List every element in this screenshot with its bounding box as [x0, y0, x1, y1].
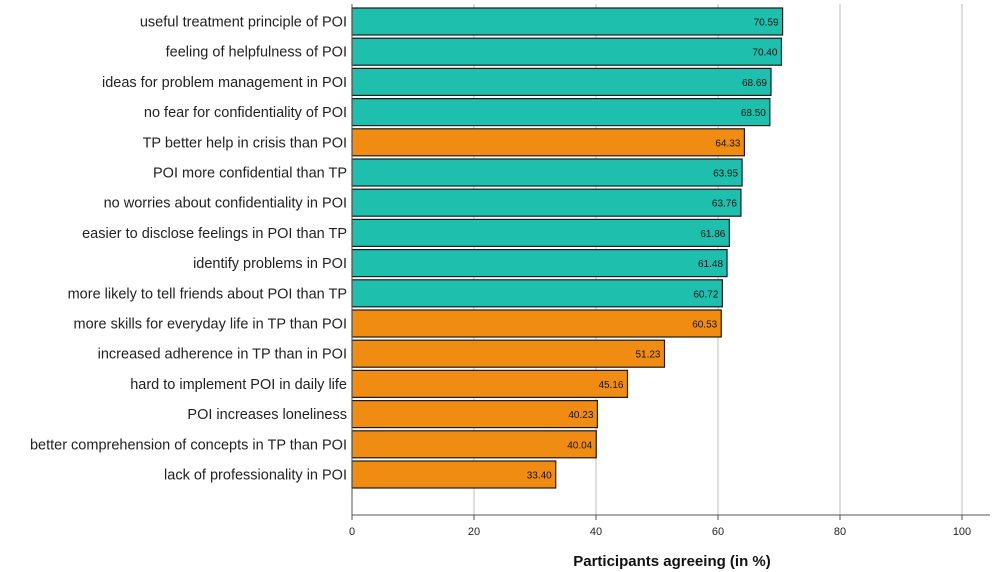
x-axis-title: Participants agreeing (in %): [573, 553, 771, 570]
bar: [351, 400, 599, 429]
bar: [351, 279, 723, 308]
value-label: 60.53: [692, 320, 717, 331]
value-label: 61.86: [700, 229, 725, 240]
value-label: 70.59: [754, 18, 779, 29]
category-label: identify problems in POI: [193, 256, 347, 272]
value-labels: 70.59 70.40 68.69 68.50 64.33 63.95 63.76 61.86…: [527, 18, 779, 482]
category-label: more skills for everyday life in TP than…: [74, 317, 347, 333]
value-label: 70.40: [752, 48, 777, 59]
bar: [351, 128, 746, 157]
bar: [351, 97, 771, 127]
value-label: 68.50: [741, 108, 766, 119]
value-label: 61.48: [698, 259, 723, 270]
bar: [351, 37, 783, 66]
x-tick-label: 100: [953, 526, 971, 538]
x-tick-label: 80: [834, 526, 846, 538]
value-label: 60.72: [693, 289, 718, 300]
category-label: more likely to tell friends about POI th…: [68, 286, 347, 302]
category-label: ideas for problem management in POI: [102, 75, 347, 91]
bar: [351, 430, 597, 459]
bar: [351, 188, 742, 217]
x-tick-label: 40: [590, 526, 602, 538]
category-label: feeling of helpfulness of POI: [166, 45, 347, 61]
value-label: 51.23: [635, 350, 660, 361]
category-label: POI more confidential than TP: [153, 166, 347, 182]
category-label: POI increases loneliness: [187, 407, 347, 423]
bar: [351, 67, 772, 97]
category-label: no fear for confidentiality of POI: [144, 105, 347, 121]
category-label: easier to disclose feelings in POI than …: [82, 226, 347, 242]
bar: [351, 218, 730, 247]
bar: [351, 339, 666, 368]
value-label: 45.16: [598, 380, 623, 391]
value-label: 40.04: [567, 440, 592, 451]
category-label: increased adherence in TP than in POI: [98, 347, 347, 363]
bar: [351, 158, 743, 187]
bar: [351, 7, 784, 36]
value-label: 64.33: [715, 138, 740, 149]
bar: [351, 249, 728, 278]
value-label: 63.76: [712, 199, 737, 210]
bar: [351, 460, 557, 489]
category-labels: useful treatment principle of POI feeling…: [30, 15, 347, 484]
category-label: better comprehension of concepts in TP t…: [30, 437, 347, 453]
value-label: 33.40: [527, 471, 552, 482]
category-label: lack of professionality in POI: [164, 468, 347, 484]
category-label: no worries about confidentiality in POI: [104, 196, 347, 212]
value-label: 40.23: [568, 410, 593, 421]
bars: [351, 7, 784, 489]
x-tick-label: 20: [468, 526, 480, 538]
value-label: 68.69: [742, 78, 767, 89]
bar: [351, 369, 629, 398]
x-tick-label: 60: [712, 526, 724, 538]
category-label: hard to implement POI in daily life: [130, 377, 347, 393]
bar: [351, 309, 722, 338]
category-label: TP better help in crisis than POI: [143, 135, 347, 151]
x-tick-label: 0: [349, 526, 355, 538]
x-axis-ticks: 0 20 40 60 80 100: [349, 515, 971, 538]
value-label: 63.95: [713, 169, 738, 180]
category-label: useful treatment principle of POI: [140, 15, 347, 31]
